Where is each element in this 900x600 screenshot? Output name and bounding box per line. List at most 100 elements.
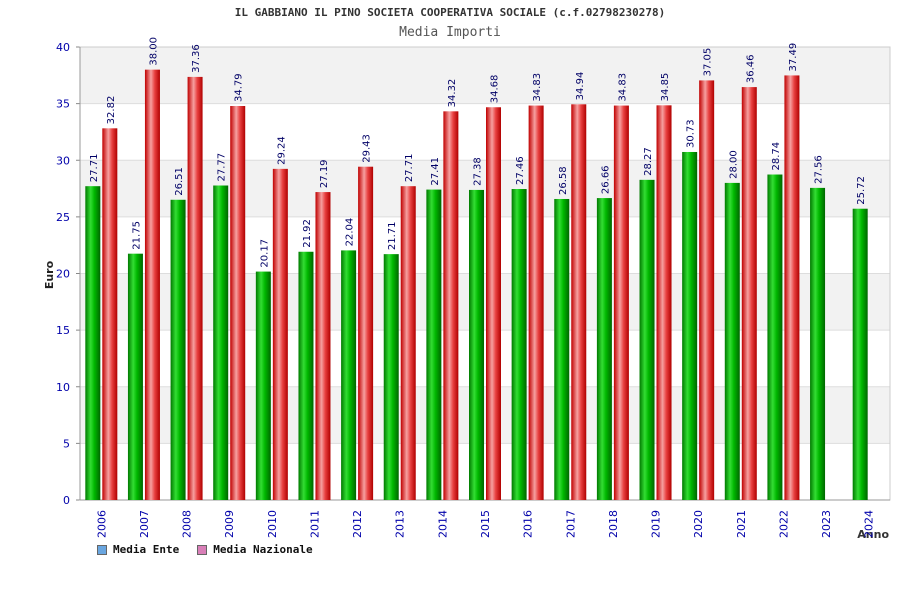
- x-tick-label: 2007: [138, 510, 151, 538]
- data-label-media-ente: 28.27: [643, 147, 654, 176]
- data-label-media-ente: 26.58: [558, 166, 569, 195]
- x-tick-label: 2020: [692, 510, 705, 538]
- data-label-media-ente: 27.46: [515, 156, 526, 185]
- data-label-media-ente: 27.71: [89, 154, 100, 183]
- legend-item-nazionale: Media Nazionale: [197, 543, 313, 556]
- bar-media-nazionale: [486, 107, 501, 501]
- y-axis-label: Euro: [43, 260, 56, 289]
- bar-media-nazionale: [571, 104, 587, 500]
- bar-media-nazionale: [528, 105, 544, 501]
- x-tick-label: 2012: [351, 510, 364, 538]
- data-label-media-ente: 21.92: [302, 219, 313, 248]
- bar-media-ente: [469, 189, 484, 500]
- x-tick-label: 2024: [863, 510, 876, 538]
- bar-media-ente: [426, 189, 442, 500]
- data-label-media-nazionale: 34.85: [660, 73, 671, 102]
- data-label-media-ente: 27.41: [430, 157, 441, 186]
- y-tick-label: 35: [56, 98, 70, 111]
- bar-media-ente: [298, 251, 314, 500]
- x-tick-label: 2009: [223, 510, 236, 538]
- bar-media-nazionale: [741, 87, 757, 500]
- legend-label-nazionale: Media Nazionale: [213, 543, 313, 556]
- data-label-media-nazionale: 27.19: [319, 159, 330, 188]
- bar-media-nazionale: [230, 106, 246, 501]
- bar-media-nazionale: [144, 69, 160, 501]
- bar-media-ente: [554, 198, 570, 500]
- data-label-media-nazionale: 37.05: [703, 48, 714, 77]
- bar-media-ente: [213, 185, 229, 500]
- x-axis-label: Anno: [857, 528, 889, 541]
- bar-media-ente: [383, 254, 399, 500]
- bar-media-nazionale: [443, 111, 459, 501]
- legend-swatch-nazionale: [197, 544, 208, 555]
- bar-media-ente: [255, 271, 271, 500]
- y-tick-label: 10: [56, 381, 70, 394]
- data-label-media-nazionale: 29.43: [362, 134, 373, 163]
- bar-media-ente: [639, 179, 655, 500]
- bar-media-ente: [852, 208, 868, 500]
- data-label-media-nazionale: 34.94: [575, 72, 586, 101]
- data-label-media-nazionale: 34.32: [447, 79, 458, 108]
- y-tick-label: 40: [56, 41, 70, 54]
- bar-media-nazionale: [187, 76, 203, 500]
- bar-media-ente: [170, 199, 186, 501]
- bar-media-nazionale: [358, 166, 374, 500]
- data-label-media-nazionale: 32.82: [106, 96, 117, 125]
- data-label-media-nazionale: 34.83: [617, 73, 628, 102]
- data-label-media-nazionale: 34.79: [234, 73, 245, 102]
- bar-media-nazionale: [102, 128, 118, 500]
- bar-media-ente: [127, 253, 143, 500]
- x-tick-label: 2011: [308, 510, 321, 538]
- y-tick-label: 30: [56, 154, 70, 167]
- x-tick-label: 2013: [394, 510, 407, 538]
- data-label-media-nazionale: 29.24: [276, 136, 287, 165]
- data-label-media-ente: 28.74: [771, 142, 782, 171]
- bar-media-ente: [724, 182, 740, 500]
- legend-item-ente: Media Ente: [97, 543, 179, 556]
- legend-swatch-ente: [97, 544, 107, 555]
- x-tick-label: 2017: [564, 510, 577, 538]
- data-label-media-nazionale: 34.68: [490, 75, 501, 104]
- y-tick-label: 20: [56, 268, 70, 281]
- x-tick-label: 2015: [479, 510, 492, 538]
- data-label-media-ente: 27.56: [814, 155, 825, 184]
- y-tick-label: 25: [56, 211, 70, 224]
- x-tick-label: 2021: [735, 510, 748, 538]
- data-label-media-ente: 27.38: [473, 157, 484, 186]
- y-tick-label: 0: [63, 494, 70, 507]
- x-tick-label: 2008: [181, 510, 194, 538]
- bar-media-nazionale: [272, 168, 288, 500]
- data-label-media-ente: 27.77: [217, 153, 228, 182]
- bar-media-ente: [511, 189, 527, 500]
- bar-media-nazionale: [400, 186, 416, 500]
- data-label-media-ente: 22.04: [345, 218, 356, 247]
- data-label-media-ente: 25.72: [856, 176, 867, 205]
- data-label-media-ente: 20.17: [259, 239, 270, 268]
- y-tick-label: 15: [56, 324, 70, 337]
- bar-media-ente: [85, 186, 101, 500]
- data-label-media-nazionale: 36.46: [745, 54, 756, 83]
- data-label-media-ente: 26.66: [600, 165, 611, 194]
- data-label-media-ente: 21.71: [387, 221, 398, 250]
- bar-media-nazionale: [784, 75, 800, 500]
- bar-media-nazionale: [315, 192, 331, 501]
- x-tick-label: 2006: [95, 510, 108, 538]
- legend-label-ente: Media Ente: [113, 543, 180, 556]
- bar-media-ente: [767, 174, 783, 500]
- data-label-media-nazionale: 27.71: [404, 154, 415, 183]
- bar-media-ente: [810, 187, 826, 500]
- data-label-media-nazionale: 37.36: [191, 44, 202, 73]
- y-tick-label: 5: [63, 437, 70, 450]
- x-tick-label: 2016: [522, 510, 535, 538]
- bar-media-ente: [682, 151, 698, 500]
- x-tick-label: 2022: [777, 510, 790, 538]
- data-label-media-nazionale: 37.49: [788, 43, 799, 72]
- x-tick-label: 2010: [266, 510, 279, 538]
- legend: Media Ente Media Nazionale: [97, 543, 313, 556]
- data-label-media-nazionale: 34.83: [532, 73, 543, 102]
- data-label-media-ente: 21.75: [131, 221, 142, 250]
- x-tick-label: 2014: [436, 510, 449, 538]
- bar-media-ente: [596, 198, 612, 500]
